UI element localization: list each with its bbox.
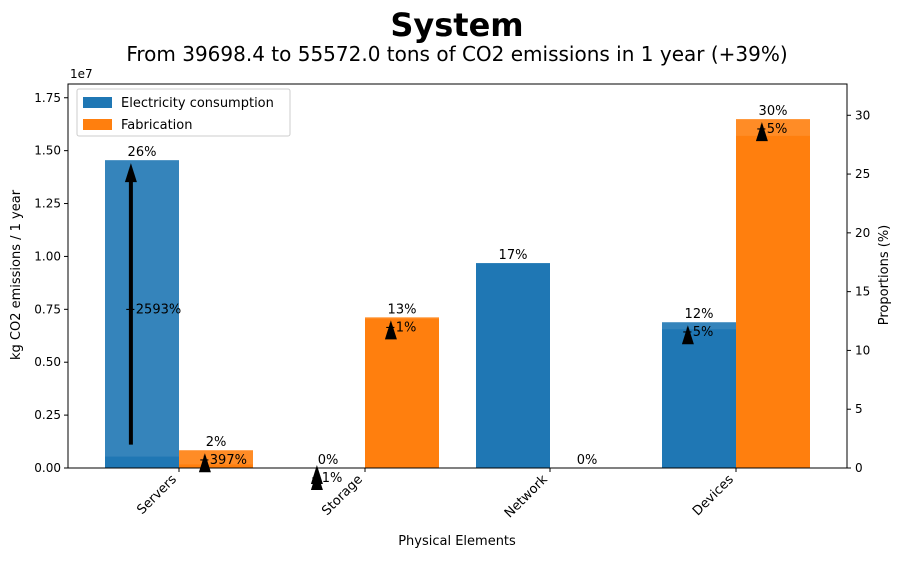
percent-label: 2% bbox=[206, 435, 227, 450]
x-axis-label: Physical Elements bbox=[398, 534, 516, 549]
y-tick-label: 1.00 bbox=[34, 249, 61, 263]
bar-0-2 bbox=[476, 263, 550, 468]
percent-label: 13% bbox=[388, 302, 417, 317]
change-label: +1% bbox=[385, 320, 417, 335]
x-tick-label: Network bbox=[502, 472, 551, 521]
y-axis-right-label: Proportions (%) bbox=[877, 225, 892, 325]
legend-box bbox=[76, 88, 291, 137]
percent-label: 30% bbox=[759, 104, 788, 119]
y-right-tick-label: 20 bbox=[855, 226, 870, 240]
y-right-tick-label: 5 bbox=[855, 402, 863, 416]
legend: Electricity consumption Fabrication bbox=[76, 88, 291, 137]
change-label: +2593% bbox=[125, 302, 181, 317]
bar-0-0 bbox=[105, 160, 179, 468]
change-arrow-head bbox=[384, 320, 397, 340]
y-tick-label: 0.50 bbox=[34, 355, 61, 369]
x-tick-label: Devices bbox=[690, 472, 737, 519]
chart-title: System bbox=[390, 6, 523, 44]
y-tick-label: 0.25 bbox=[34, 408, 61, 422]
legend-swatch bbox=[83, 119, 112, 130]
chart-subtitle: From 39698.4 to 55572.0 tons of CO2 emis… bbox=[126, 42, 787, 66]
change-arrow-head bbox=[755, 122, 768, 142]
change-arrow-head bbox=[681, 325, 694, 345]
percent-label: 12% bbox=[685, 307, 714, 322]
percent-label: 0% bbox=[318, 453, 339, 468]
y-right-tick-label: 30 bbox=[855, 108, 870, 122]
legend-label: Fabrication bbox=[121, 118, 192, 133]
y-right-tick-label: 25 bbox=[855, 167, 870, 181]
plot-frame bbox=[67, 83, 848, 469]
y-multiplier-label: 1e7 bbox=[70, 67, 93, 81]
y-tick-label: 1.75 bbox=[34, 91, 61, 105]
annotations-layer: 26%0%17%12%2%13%0%30%+2593%+1%+5%+397%+1… bbox=[124, 104, 788, 490]
change-arrow-head bbox=[198, 453, 211, 473]
y-tick-label: 0.75 bbox=[34, 302, 61, 316]
y-axis-label: kg CO2 emissions / 1 year bbox=[9, 189, 24, 360]
y-right-tick-label: 10 bbox=[855, 343, 870, 357]
y-right-tick-label: 15 bbox=[855, 285, 870, 299]
x-tick-label: Servers bbox=[134, 472, 180, 518]
percent-label: 0% bbox=[577, 453, 598, 468]
y-tick-label: 1.25 bbox=[34, 197, 61, 211]
bar-1-0 bbox=[179, 450, 253, 468]
change-label: +397% bbox=[199, 453, 247, 468]
bar-1-3 bbox=[736, 119, 810, 468]
change-label: +5% bbox=[756, 122, 788, 137]
bars-layer bbox=[105, 119, 810, 468]
change-label: +5% bbox=[682, 325, 714, 340]
change-arrow-head bbox=[310, 465, 323, 484]
legend-label: Electricity consumption bbox=[121, 96, 274, 111]
percent-label: 26% bbox=[128, 145, 157, 160]
bar-1-1 bbox=[365, 317, 439, 468]
y-tick-label: 1.50 bbox=[34, 144, 61, 158]
percent-label: 17% bbox=[499, 248, 528, 263]
legend-swatch bbox=[83, 97, 112, 108]
bar-0-3 bbox=[662, 322, 736, 468]
change-arrow-head bbox=[124, 163, 137, 183]
y-right-tick-label: 0 bbox=[855, 461, 863, 475]
y-tick-label: 0.00 bbox=[34, 461, 61, 475]
